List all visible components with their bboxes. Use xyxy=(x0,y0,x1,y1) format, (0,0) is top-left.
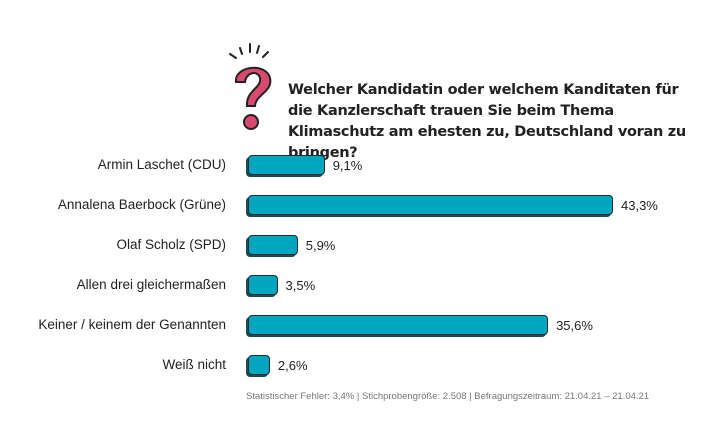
bar-row: Weiß nicht 2,6% xyxy=(0,354,710,378)
question-mark-icon xyxy=(229,43,272,130)
bar xyxy=(248,275,278,295)
bar-row: Olaf Scholz (SPD) 5,9% xyxy=(0,234,710,258)
bar-row: Annalena Baerbock (Grüne) 43,3% xyxy=(0,194,710,218)
bar-row: Keiner / keinem der Genannten 35,6% xyxy=(0,314,710,338)
bar xyxy=(248,235,298,255)
bar xyxy=(248,195,613,215)
category-label: Annalena Baerbock (Grüne) xyxy=(57,197,226,212)
category-label: Weiß nicht xyxy=(162,357,226,372)
value-label: 3,5% xyxy=(285,278,316,293)
value-label: 43,3% xyxy=(621,198,658,213)
value-label: 2,6% xyxy=(277,358,308,373)
bar xyxy=(248,155,325,175)
bar-row: Allen drei gleichermaßen 3,5% xyxy=(0,274,710,298)
category-label: Olaf Scholz (SPD) xyxy=(116,237,226,252)
value-label: 35,6% xyxy=(556,318,593,333)
bar xyxy=(248,315,549,335)
bar-row: Armin Laschet (CDU) 9,1% xyxy=(0,154,710,178)
chart-title: Welcher Kandidatin oder welchem Kanditat… xyxy=(288,82,686,161)
chart-footer: Statistischer Fehler: 3,4% | Stichproben… xyxy=(246,391,650,402)
category-label: Armin Laschet (CDU) xyxy=(97,157,226,172)
category-label: Allen drei gleichermaßen xyxy=(76,277,226,292)
bar xyxy=(248,355,270,375)
value-label: 5,9% xyxy=(305,238,336,253)
value-label: 9,1% xyxy=(332,158,363,173)
category-label: Keiner / keinem der Genannten xyxy=(38,317,226,332)
